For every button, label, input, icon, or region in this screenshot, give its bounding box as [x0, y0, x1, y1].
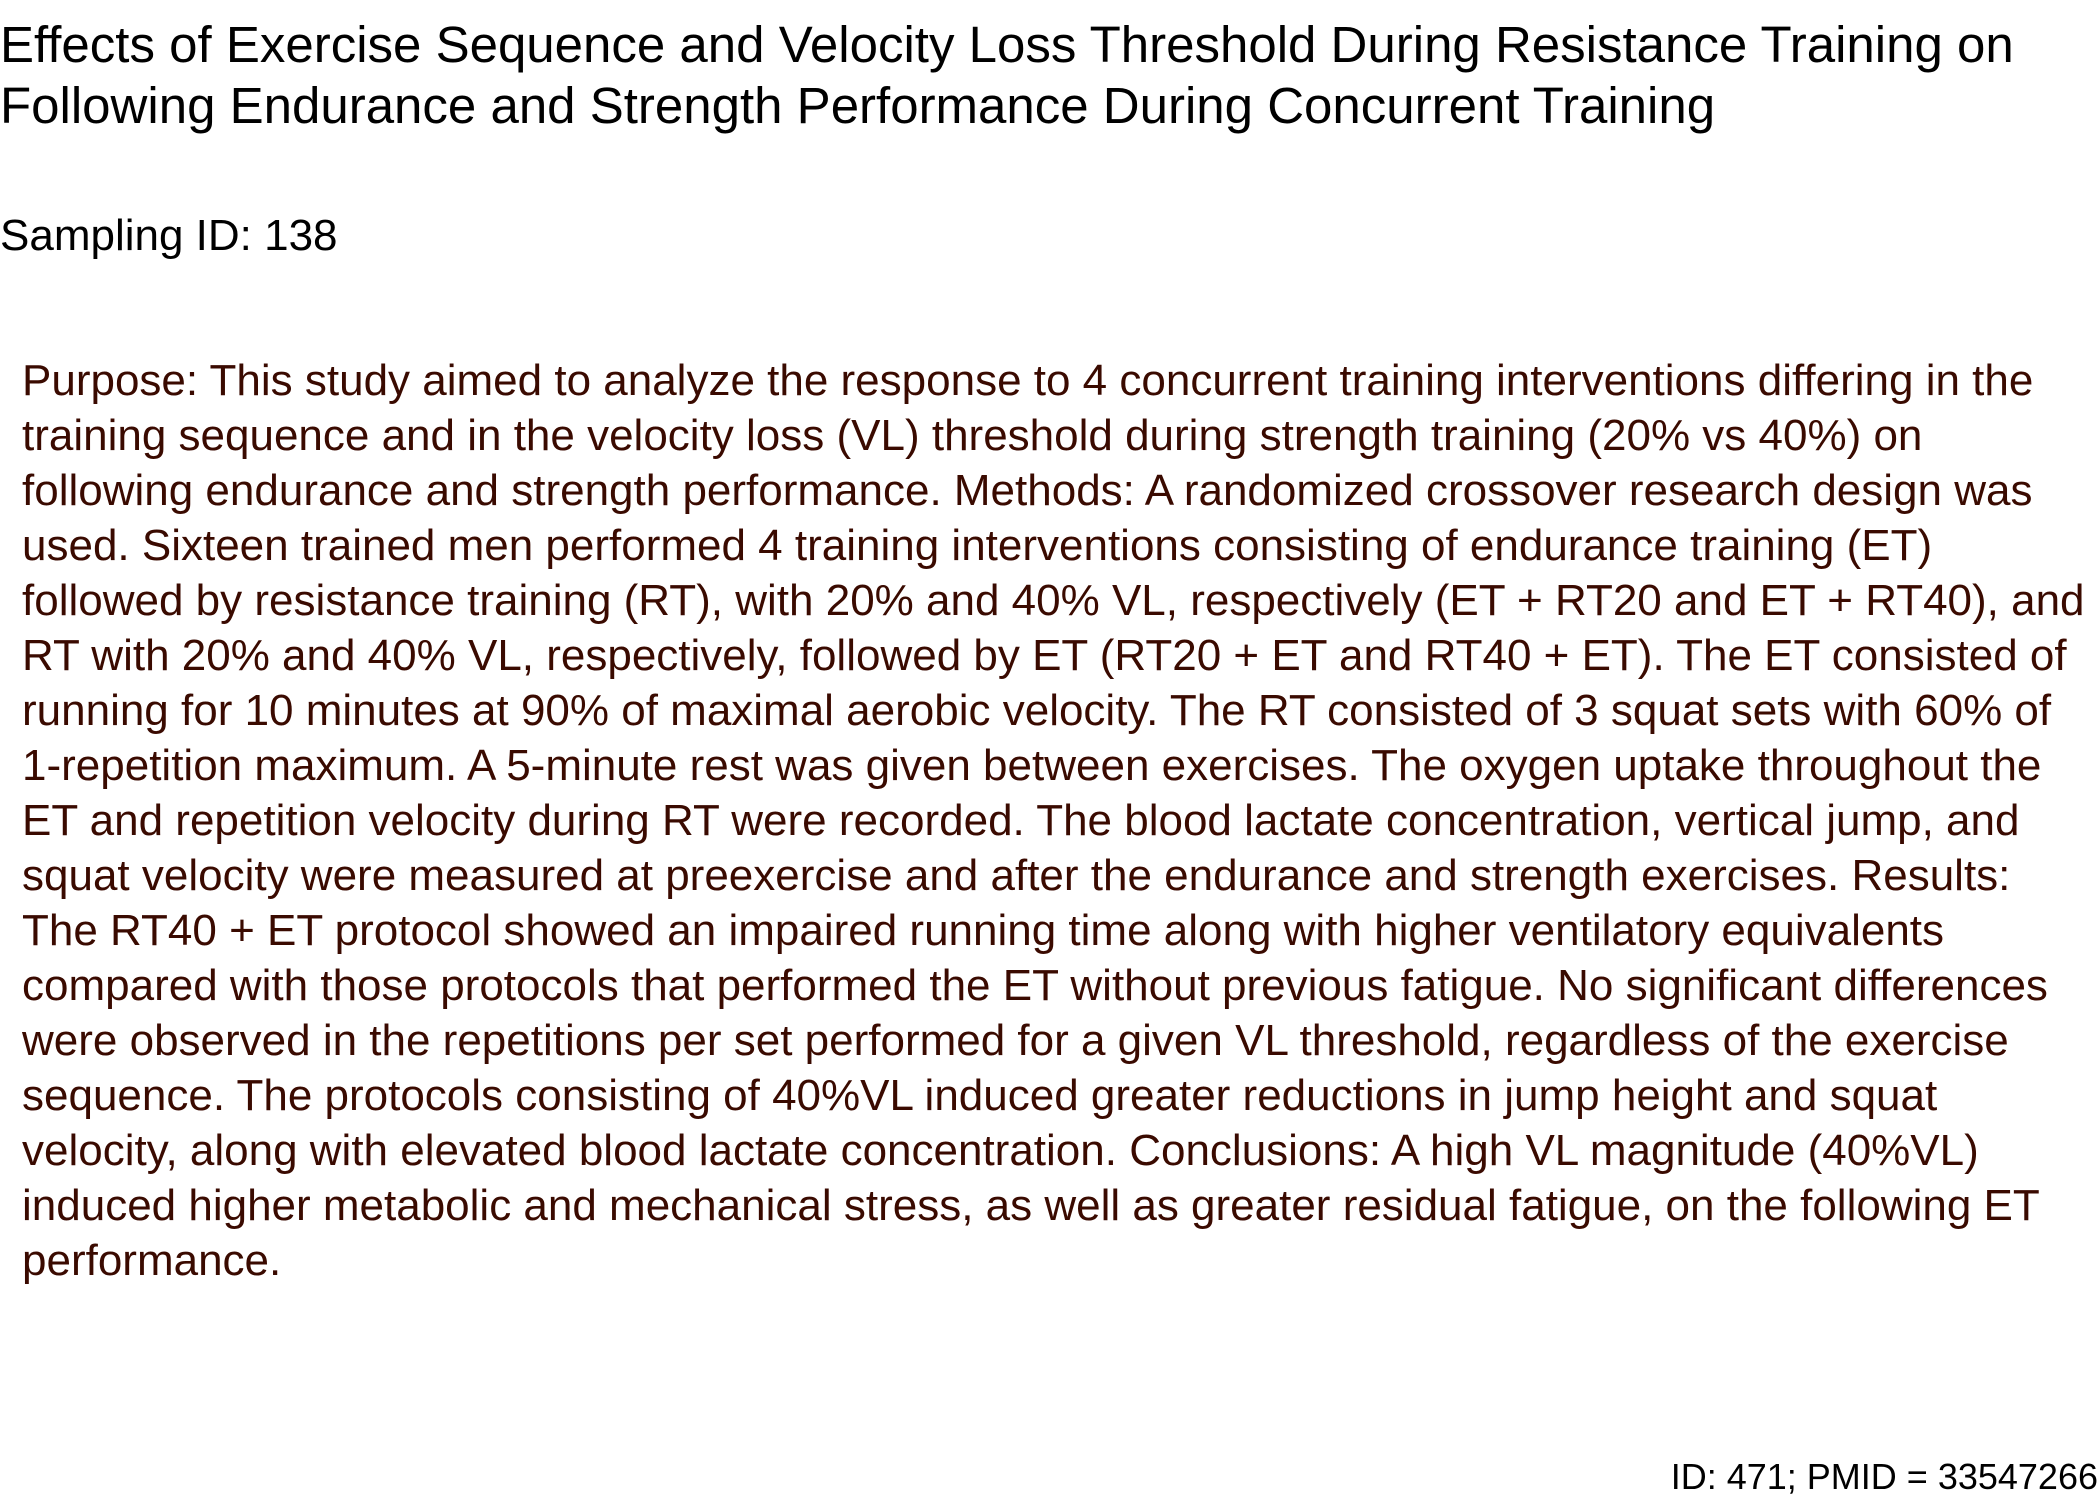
abstract-text: Purpose: This study aimed to analyze the…	[22, 356, 2085, 1285]
footer-id: ID: 471; PMID = 33547266	[1670, 1456, 2098, 1497]
sampling-id: Sampling ID: 138	[0, 211, 338, 260]
document-title: Effects of Exercise Sequence and Velocit…	[0, 16, 2014, 134]
